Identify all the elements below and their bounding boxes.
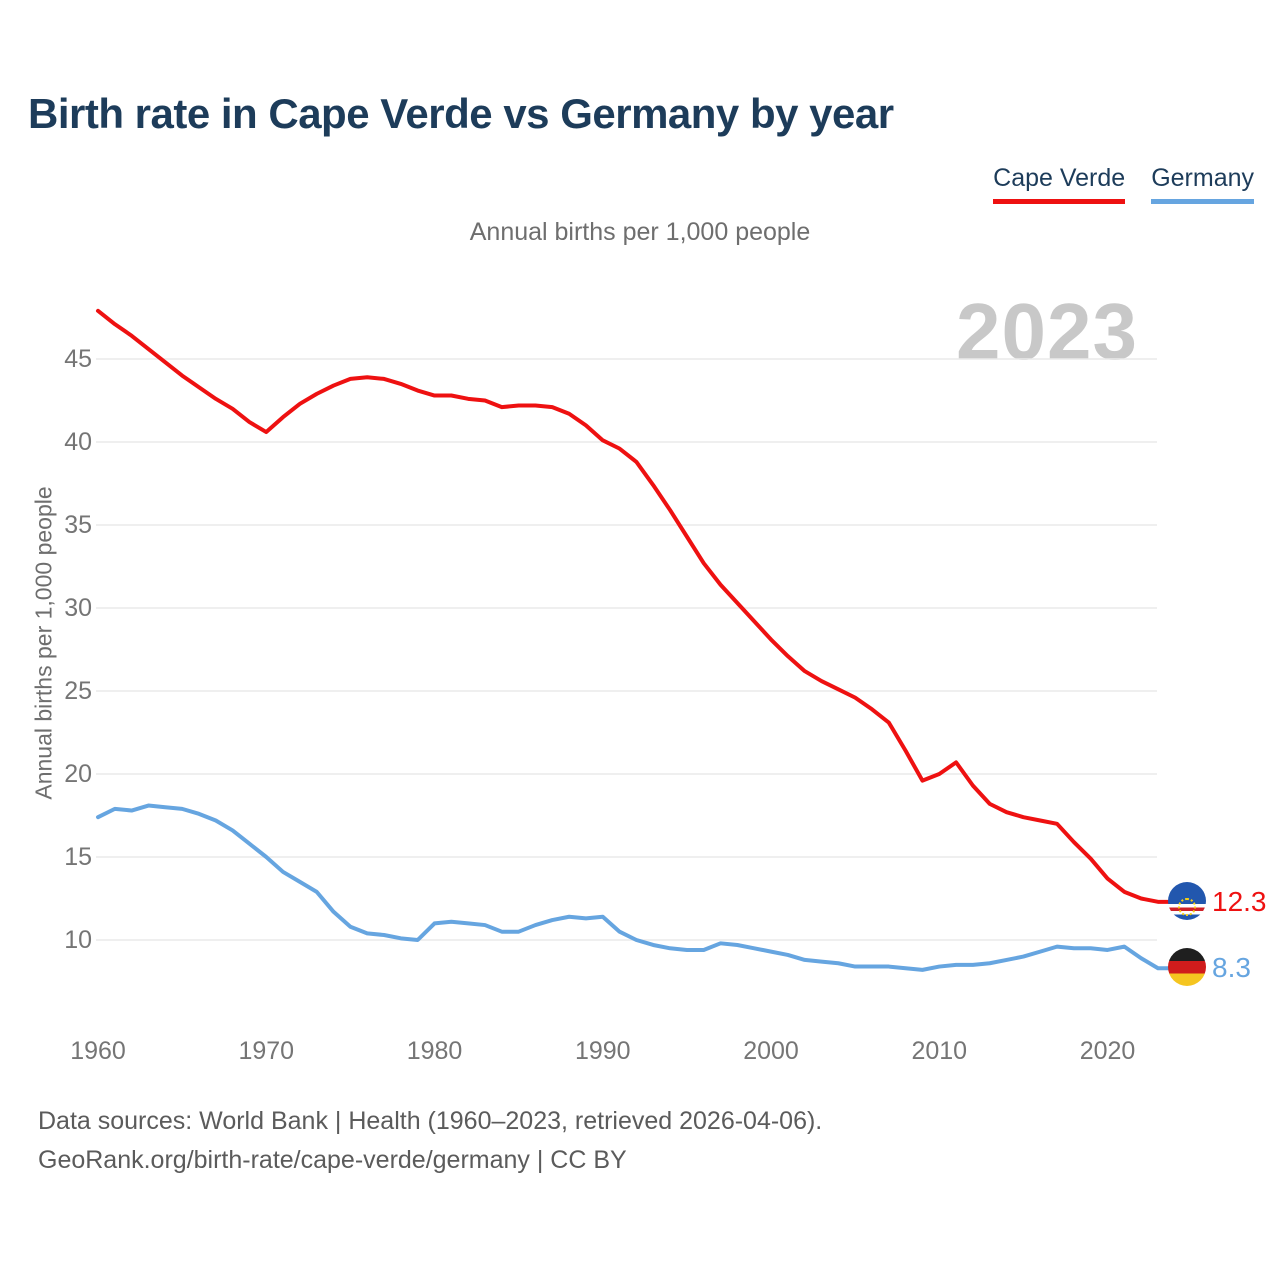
y-tick-label: 40 [64, 428, 92, 456]
x-tick-label: 1960 [70, 1037, 126, 1065]
legend-item-cape-verde[interactable]: Cape Verde [993, 164, 1126, 204]
x-tick-label: 2010 [911, 1037, 968, 1065]
y-tick-label: 35 [64, 511, 92, 539]
x-tick-label: 1990 [574, 1037, 631, 1065]
germany-end-value: 8.3 [1212, 952, 1251, 983]
x-tick-label: 1980 [406, 1037, 463, 1065]
cape-verde-stars-icon [1178, 898, 1196, 917]
germany-line [96, 803, 1173, 972]
y-tick-label: 25 [64, 677, 92, 705]
footer-attribution: GeoRank.org/birth-rate/cape-verde/german… [38, 1146, 627, 1174]
footer-data-sources: Data sources: World Bank | Health (1960–… [38, 1107, 823, 1135]
footer: Data sources: World Bank | Health (1960–… [38, 1102, 822, 1180]
legend-item-germany[interactable]: Germany [1151, 164, 1254, 204]
y-tick-label: 30 [64, 594, 92, 622]
page-title: Birth rate in Cape Verde vs Germany by y… [28, 90, 894, 137]
germany-flag-icon [1168, 948, 1206, 986]
y-tick-label: 15 [64, 843, 92, 871]
year-watermark: 2023 [956, 287, 1138, 376]
y-tick-label: 20 [64, 760, 92, 788]
y-tick-label: 45 [64, 345, 92, 373]
chart-subtitle: Annual births per 1,000 people [469, 218, 811, 246]
x-tick-label: 2000 [743, 1037, 799, 1065]
cape-verde-end-value: 12.3 [1212, 886, 1267, 917]
x-tick-label: 2020 [1079, 1037, 1136, 1065]
cape-verde-flag-icon [1168, 882, 1206, 920]
cape-verde-line [96, 308, 1173, 904]
y-tick-label: 10 [64, 926, 92, 954]
x-tick-label: 1970 [238, 1037, 295, 1065]
legend: Cape Verde Germany [993, 164, 1254, 204]
